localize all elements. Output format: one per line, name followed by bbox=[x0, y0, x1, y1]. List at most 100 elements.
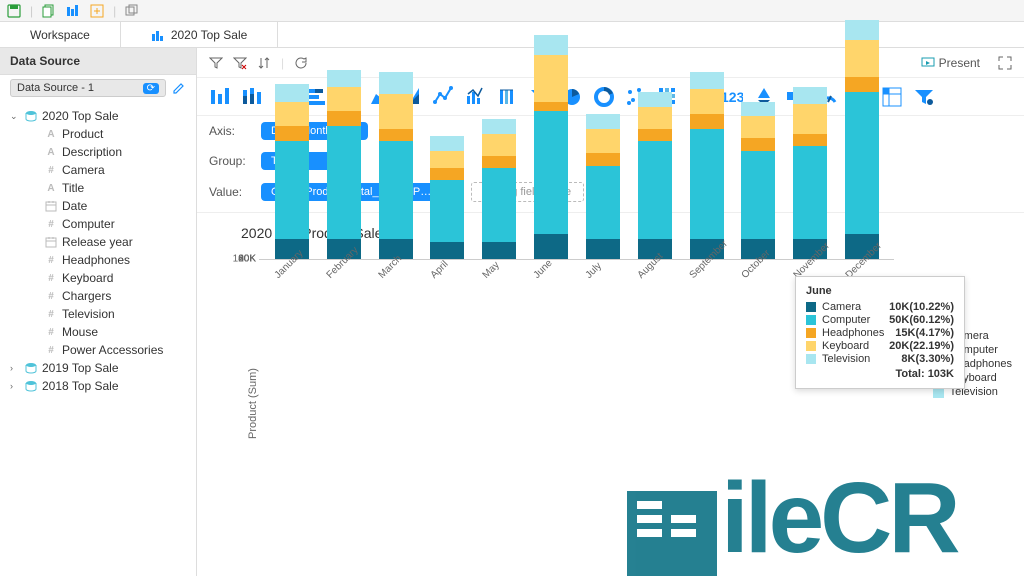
bar-segment bbox=[690, 114, 724, 129]
tooltip-title: June bbox=[806, 285, 954, 297]
tooltip-row: Keyboard20K(22.19%) bbox=[806, 340, 954, 352]
filter-icon[interactable] bbox=[209, 56, 223, 70]
tooltip-row: Camera10K(10.22%) bbox=[806, 301, 954, 313]
tree-node[interactable]: #Mouse bbox=[0, 323, 196, 341]
field-icon: # bbox=[44, 163, 58, 177]
datasource-label: Data Source - 1 bbox=[17, 82, 94, 94]
present-button[interactable]: Present bbox=[921, 56, 980, 70]
duplicate-icon[interactable] bbox=[124, 3, 140, 19]
filter-clear-icon[interactable] bbox=[233, 56, 247, 70]
chart-type-icon[interactable] bbox=[593, 86, 615, 108]
field-icon bbox=[24, 109, 38, 123]
field-icon: # bbox=[44, 343, 58, 357]
tree-label: Product bbox=[62, 127, 103, 141]
sort-icon[interactable] bbox=[257, 56, 271, 70]
bar-column[interactable] bbox=[275, 84, 309, 259]
save-icon[interactable] bbox=[6, 3, 22, 19]
chart-type-icon[interactable] bbox=[241, 86, 263, 108]
bar-segment bbox=[275, 102, 309, 127]
chart-type-icon[interactable] bbox=[465, 86, 487, 108]
bar-segment bbox=[586, 129, 620, 154]
group-label: Group: bbox=[209, 154, 251, 168]
bar-segment bbox=[379, 72, 413, 94]
bar-column[interactable] bbox=[845, 20, 879, 259]
bar-column[interactable] bbox=[482, 119, 516, 259]
bar-column[interactable] bbox=[793, 87, 827, 259]
bar-segment bbox=[327, 87, 361, 112]
bar-segment bbox=[793, 104, 827, 134]
tree-node[interactable]: A Product bbox=[0, 125, 196, 143]
bar-column[interactable] bbox=[379, 72, 413, 259]
bar-column[interactable] bbox=[430, 136, 464, 259]
tree-label: 2019 Top Sale bbox=[42, 361, 119, 375]
chart-type-icon[interactable] bbox=[209, 86, 231, 108]
tab-active[interactable]: 2020 Top Sale bbox=[121, 22, 279, 47]
tree-node[interactable]: ›2018 Top Sale bbox=[0, 377, 196, 395]
tree-node[interactable]: ›2019 Top Sale bbox=[0, 359, 196, 377]
tree-node[interactable]: #Keyboard bbox=[0, 269, 196, 287]
tree-node[interactable]: #Power Accessories bbox=[0, 341, 196, 359]
bar-segment bbox=[430, 180, 464, 242]
fullscreen-icon[interactable] bbox=[998, 56, 1012, 70]
export-icon[interactable] bbox=[89, 3, 105, 19]
datasource-select[interactable]: Data Source - 1 ⟳ bbox=[10, 79, 166, 97]
field-icon bbox=[44, 235, 58, 249]
field-icon: A bbox=[44, 145, 58, 159]
bar-column[interactable] bbox=[741, 102, 775, 259]
content-area: | Present 123 Axis: Date (Monthly)▼ Grou… bbox=[197, 48, 1024, 576]
field-icon: # bbox=[44, 253, 58, 267]
tree-node[interactable]: ATitle bbox=[0, 179, 196, 197]
bar-segment bbox=[741, 151, 775, 240]
tree-label: 2020 Top Sale bbox=[42, 109, 119, 123]
chart-type-icon[interactable] bbox=[497, 86, 519, 108]
bar-segment bbox=[534, 55, 568, 102]
tab-label: 2020 Top Sale bbox=[171, 28, 248, 42]
bar-segment bbox=[741, 116, 775, 138]
chart-type-icon[interactable]: 123 bbox=[721, 86, 743, 108]
bar-segment bbox=[793, 146, 827, 239]
bar-column[interactable] bbox=[690, 72, 724, 259]
refresh-icon[interactable] bbox=[294, 56, 308, 70]
bar-segment bbox=[534, 102, 568, 112]
tree-node[interactable]: Release year bbox=[0, 233, 196, 251]
tree-label: 2018 Top Sale bbox=[42, 379, 119, 393]
field-icon: A bbox=[44, 127, 58, 141]
tree-node[interactable]: ⌄2020 Top Sale bbox=[0, 107, 196, 125]
bar-segment bbox=[638, 107, 672, 129]
copy-icon[interactable] bbox=[41, 3, 57, 19]
edit-icon[interactable] bbox=[172, 81, 186, 95]
bar-segment bbox=[327, 126, 361, 239]
field-icon bbox=[24, 361, 38, 375]
bar-column[interactable] bbox=[327, 70, 361, 259]
worksheet-icon[interactable] bbox=[65, 3, 81, 19]
bar-segment bbox=[275, 126, 309, 141]
tooltip-row: Headphones15K(4.17%) bbox=[806, 327, 954, 339]
bar-segment bbox=[482, 119, 516, 134]
chart-type-icon[interactable] bbox=[913, 86, 935, 108]
bar-segment bbox=[690, 89, 724, 114]
tree-label: Camera bbox=[62, 163, 105, 177]
bar-column[interactable] bbox=[638, 92, 672, 259]
tree-node[interactable]: #Headphones bbox=[0, 251, 196, 269]
tab-workspace[interactable]: Workspace bbox=[0, 22, 121, 47]
tree-node[interactable]: #Chargers bbox=[0, 287, 196, 305]
bar-segment bbox=[793, 87, 827, 104]
chart-type-icon[interactable] bbox=[881, 86, 903, 108]
tree-node[interactable]: ADescription bbox=[0, 143, 196, 161]
bar-segment bbox=[379, 129, 413, 141]
chart-plot[interactable]: 0K20K40K60K80K100K bbox=[259, 259, 894, 260]
field-tree: ⌄2020 Top Sale A Product ADescription # Camer… bbox=[0, 101, 196, 401]
bar-column[interactable] bbox=[586, 114, 620, 259]
sidebar-header: Data Source bbox=[0, 48, 196, 75]
tree-node[interactable]: #Television bbox=[0, 305, 196, 323]
bar-segment bbox=[845, 40, 879, 77]
tree-node[interactable]: Date bbox=[0, 197, 196, 215]
bar-segment bbox=[845, 20, 879, 40]
bar-segment bbox=[845, 77, 879, 92]
tree-node[interactable]: #Computer bbox=[0, 215, 196, 233]
sidebar: Data Source Data Source - 1 ⟳ ⌄2020 Top … bbox=[0, 48, 197, 576]
bar-column[interactable] bbox=[534, 35, 568, 259]
chart-type-icon[interactable] bbox=[433, 86, 455, 108]
tree-node[interactable]: # Camera bbox=[0, 161, 196, 179]
tree-label: Release year bbox=[62, 235, 133, 249]
